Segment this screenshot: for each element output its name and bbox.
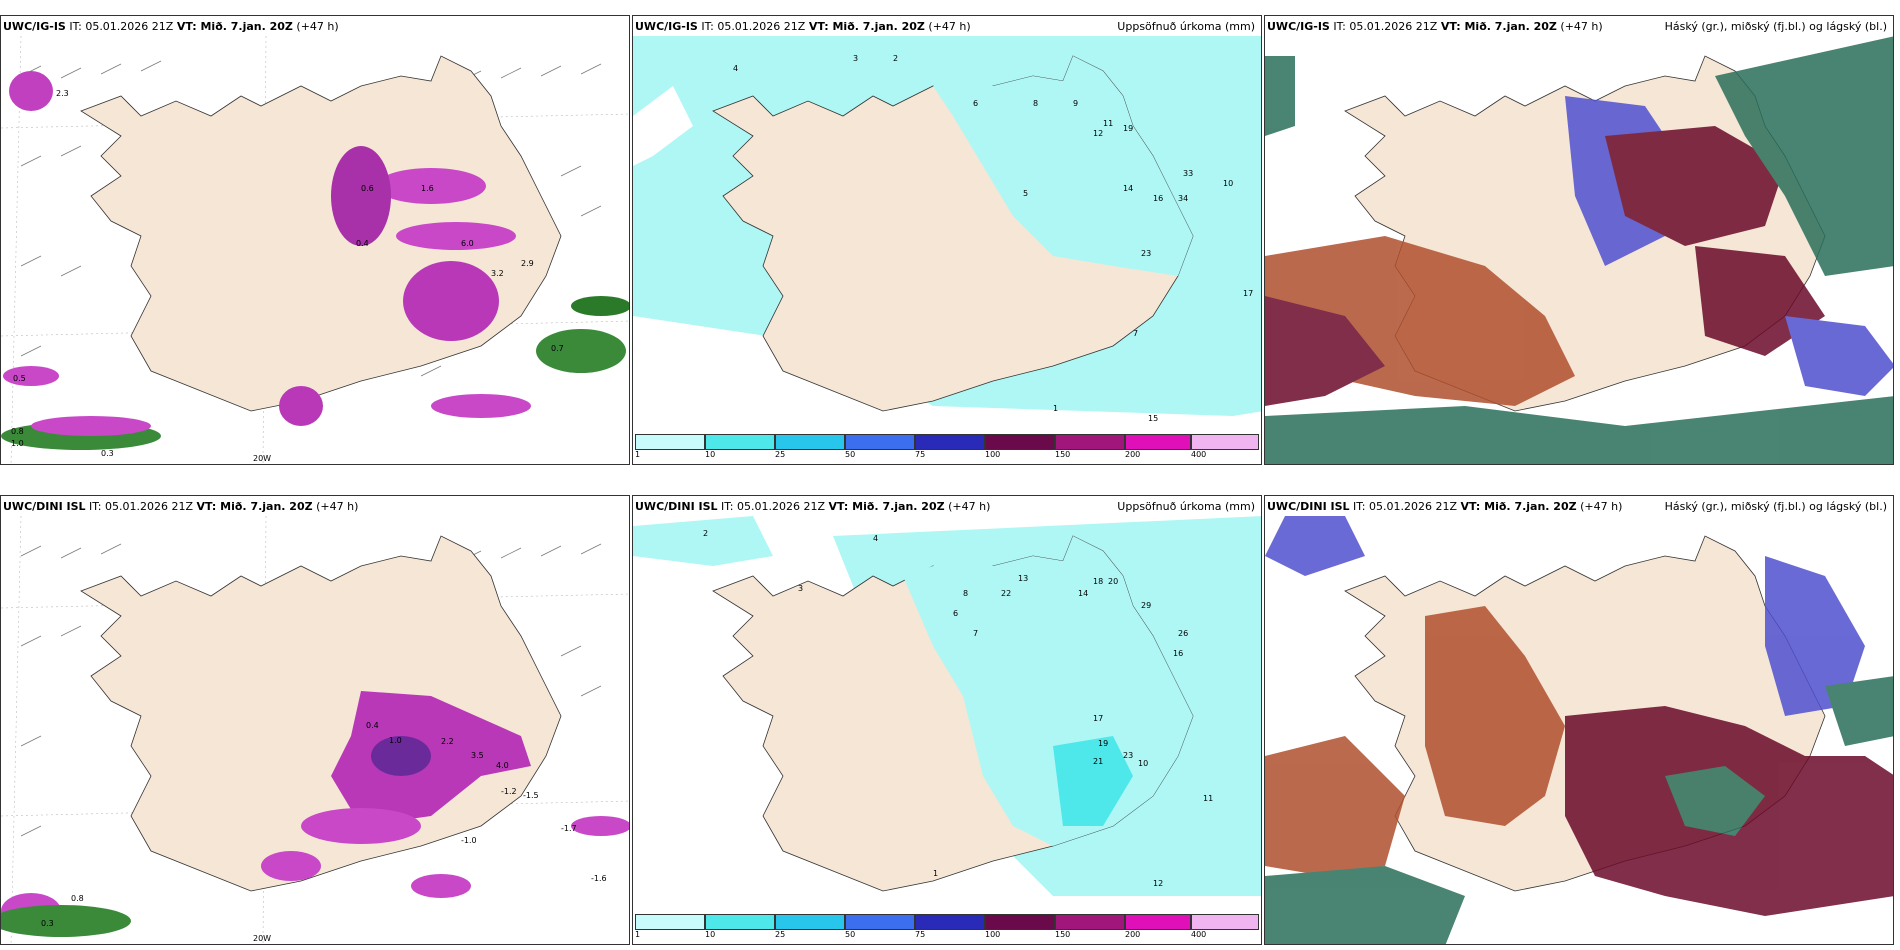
panel-header: UWC/DINI ISL IT: 05.01.2026 21Z VT: Mið.…: [1267, 500, 1623, 513]
svg-text:1.0: 1.0: [389, 736, 402, 745]
precip-temp-overlay: [1, 71, 629, 450]
svg-text:26: 26: [1178, 629, 1188, 638]
panel-r2-cloud: UWC/DINI ISL IT: 05.01.2026 21Z VT: Mið.…: [1264, 495, 1894, 945]
svg-text:5: 5: [1023, 189, 1028, 198]
temp-map: 0.4 1.0 2.2 3.5 4.0 -1.2 -1.5 -1.7 -1.0 …: [1, 515, 629, 944]
svg-text:16: 16: [1173, 649, 1183, 658]
svg-text:9: 9: [1073, 99, 1078, 108]
precip-values: 4 3 2 6 9 11 19 12 33 34 23 14 16 17 10 …: [733, 54, 1253, 423]
svg-text:20W: 20W: [253, 934, 271, 943]
panel-header: UWC/IG-IS IT: 05.01.2026 21Z VT: Mið. 7.…: [635, 20, 971, 33]
precip-map: 2 3 4 6 7 8 13 14 18 20 22 29 26 16 17 1…: [633, 516, 1261, 911]
svg-text:13: 13: [1018, 574, 1028, 583]
svg-text:34: 34: [1178, 194, 1188, 203]
svg-text:2.9: 2.9: [521, 259, 534, 268]
svg-text:1: 1: [933, 869, 938, 878]
panel-header: UWC/DINI ISL IT: 05.01.2026 21Z VT: Mið.…: [635, 500, 991, 513]
panel-header: UWC/DINI ISL IT: 05.01.2026 21Z VT: Mið.…: [3, 500, 359, 513]
panel-r2-precip: UWC/DINI ISL IT: 05.01.2026 21Z VT: Mið.…: [632, 495, 1262, 945]
panel-r1-temp: UWC/IG-IS IT: 05.01.2026 21Z VT: Mið. 7.…: [0, 15, 630, 465]
temp-labels: 0.4 1.0 2.2 3.5 4.0 -1.2 -1.5 -1.7 -1.0 …: [41, 721, 607, 943]
svg-text:0.5: 0.5: [13, 374, 26, 383]
svg-text:14: 14: [1078, 589, 1088, 598]
svg-text:7: 7: [1133, 329, 1138, 338]
temp-labels: 2.3 0.6 0.4 1.6 6.0 3.2 2.9 0.7 0.5 1.0 …: [11, 89, 564, 463]
svg-text:0.8: 0.8: [71, 894, 84, 903]
svg-text:0.4: 0.4: [366, 721, 379, 730]
precip-values: 2 3 4 6 7 8 13 14 18 20 22 29 26 16 17 1…: [703, 529, 1213, 888]
svg-text:21: 21: [1093, 757, 1103, 766]
colorbar: 1 10 25 50 75 100 150 200 400: [635, 914, 1261, 940]
svg-text:10: 10: [1223, 179, 1233, 188]
svg-text:2.3: 2.3: [56, 89, 69, 98]
svg-text:12: 12: [1093, 129, 1103, 138]
svg-text:0.6: 0.6: [361, 184, 374, 193]
panel-header: UWC/IG-IS IT: 05.01.2026 21Z VT: Mið. 7.…: [1267, 20, 1603, 33]
svg-text:0.4: 0.4: [356, 239, 369, 248]
svg-text:2: 2: [893, 54, 898, 63]
svg-text:2: 2: [703, 529, 708, 538]
temp-map: 2.3 0.6 0.4 1.6 6.0 3.2 2.9 0.7 0.5 1.0 …: [1, 35, 629, 464]
panel-subtitle: Uppsöfnuð úrkoma (mm): [1117, 500, 1255, 513]
svg-text:20W: 20W: [253, 454, 271, 463]
svg-text:4: 4: [733, 64, 738, 73]
svg-text:-1.2: -1.2: [501, 787, 517, 796]
panel-r2-temp: UWC/DINI ISL IT: 05.01.2026 21Z VT: Mið.…: [0, 495, 630, 945]
svg-text:0.3: 0.3: [41, 919, 54, 928]
svg-text:4.0: 4.0: [496, 761, 509, 770]
svg-text:-1.6: -1.6: [591, 874, 607, 883]
colorbar: 1 10 25 50 75 100 150 200 400: [635, 434, 1261, 460]
svg-text:0.7: 0.7: [551, 344, 564, 353]
svg-text:17: 17: [1243, 289, 1253, 298]
svg-text:14: 14: [1123, 184, 1133, 193]
panel-subtitle: Háský (gr.), miðský (fj.bl.) og lágský (…: [1664, 20, 1887, 33]
svg-text:1: 1: [1053, 404, 1058, 413]
svg-text:4: 4: [873, 534, 878, 543]
svg-text:8: 8: [1033, 99, 1038, 108]
svg-text:3.5: 3.5: [471, 751, 484, 760]
svg-text:19: 19: [1123, 124, 1133, 133]
svg-text:-1.5: -1.5: [523, 791, 539, 800]
svg-text:0.8: 0.8: [11, 427, 24, 436]
svg-text:11: 11: [1203, 794, 1213, 803]
svg-text:3: 3: [798, 584, 803, 593]
svg-text:7: 7: [973, 629, 978, 638]
panel-header: UWC/IG-IS IT: 05.01.2026 21Z VT: Mið. 7.…: [3, 20, 339, 33]
svg-text:20: 20: [1108, 577, 1118, 586]
svg-text:0.3: 0.3: [101, 449, 114, 458]
svg-text:6.0: 6.0: [461, 239, 474, 248]
svg-text:18: 18: [1093, 577, 1103, 586]
svg-text:-1.0: -1.0: [461, 836, 477, 845]
svg-text:17: 17: [1093, 714, 1103, 723]
svg-text:8: 8: [963, 589, 968, 598]
svg-text:22: 22: [1001, 589, 1011, 598]
svg-text:23: 23: [1141, 249, 1151, 258]
svg-text:2.2: 2.2: [441, 737, 454, 746]
svg-text:29: 29: [1141, 601, 1151, 610]
cloud-map: [1265, 516, 1893, 944]
precip-map: 4 3 2 6 9 11 19 12 33 34 23 14 16 17 10 …: [633, 36, 1261, 431]
svg-text:12: 12: [1153, 879, 1163, 888]
svg-text:10: 10: [1138, 759, 1148, 768]
svg-text:11: 11: [1103, 119, 1113, 128]
svg-text:23: 23: [1123, 751, 1133, 760]
panel-r1-cloud: UWC/IG-IS IT: 05.01.2026 21Z VT: Mið. 7.…: [1264, 15, 1894, 465]
panel-r1-precip: UWC/IG-IS IT: 05.01.2026 21Z VT: Mið. 7.…: [632, 15, 1262, 465]
svg-text:1.0: 1.0: [11, 439, 24, 448]
svg-text:6: 6: [953, 609, 958, 618]
precip-temp-overlay: [1, 691, 629, 937]
svg-text:6: 6: [973, 99, 978, 108]
cloud-map: [1265, 36, 1893, 464]
svg-text:15: 15: [1148, 414, 1158, 423]
svg-text:16: 16: [1153, 194, 1163, 203]
svg-text:3.2: 3.2: [491, 269, 504, 278]
svg-text:1.6: 1.6: [421, 184, 434, 193]
panel-subtitle: Uppsöfnuð úrkoma (mm): [1117, 20, 1255, 33]
panel-subtitle: Háský (gr.), miðský (fj.bl.) og lágský (…: [1664, 500, 1887, 513]
svg-text:33: 33: [1183, 169, 1193, 178]
svg-text:19: 19: [1098, 739, 1108, 748]
svg-text:-1.7: -1.7: [561, 824, 577, 833]
svg-text:3: 3: [853, 54, 858, 63]
